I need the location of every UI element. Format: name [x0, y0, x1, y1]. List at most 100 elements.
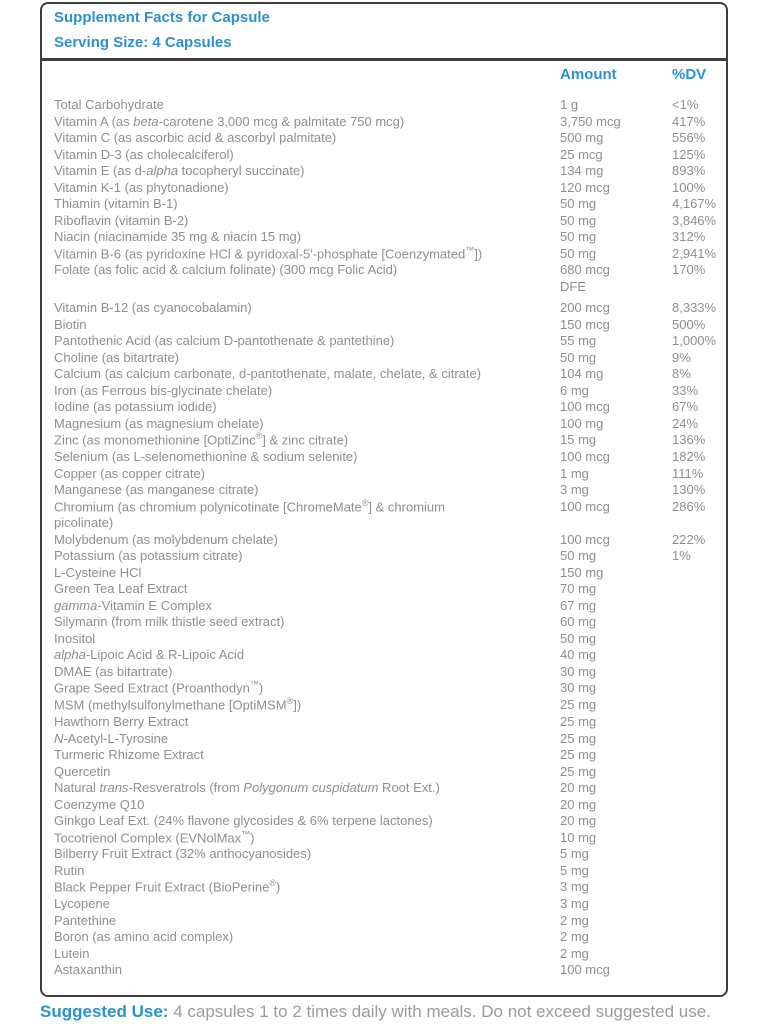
table-row: Vitamin B-6 (as pyridoxine HCl & pyridox… [42, 244, 726, 263]
nutrient-amount: 70 mg [560, 581, 597, 597]
nutrient-amount: 50 mg [560, 349, 597, 365]
nutrient-dv: 125% [672, 146, 706, 162]
nutrient-dv [672, 879, 718, 896]
nutrient-name: Ginkgo Leaf Ext. (24% flavone glycosides… [54, 813, 433, 829]
nutrient-amount: 3,750 mcg [560, 113, 621, 129]
table-row: Manganese (as manganese citrate) 3 mg 130% [42, 482, 726, 499]
table-row: alpha-Lipoic Acid & R-Lipoic Acid 40 mg [42, 647, 726, 664]
nutrient-name: Manganese (as manganese citrate) [54, 482, 259, 498]
table-row: Green Tea Leaf Extract 70 mg [42, 581, 726, 598]
nutrient-name: Lycopene [54, 896, 110, 912]
nutrient-dv: 4,167% [672, 196, 717, 211]
nutrient-dv [672, 664, 718, 681]
nutrient-amount: 20 mg [560, 796, 597, 812]
nutrient-amount: 3 mg [560, 879, 589, 895]
nutrient-amount: 25 mg [560, 747, 597, 763]
nutrient-amount: 200 mcg [560, 300, 610, 316]
nutrient-amount: 50 mg [560, 630, 597, 646]
nutrient-amount: 5 mg [560, 846, 589, 862]
nutrient-dv [672, 896, 718, 913]
facts-header: Supplement Facts for Capsule Serving Siz… [42, 4, 726, 58]
table-row: Vitamin B-12 (as cyanocobalamin) 200 mcg 8… [42, 300, 726, 317]
table-header-row: Amount %DV [42, 66, 726, 84]
nutrient-name: Potassium (as potassium citrate) [54, 548, 243, 564]
nutrient-dv [672, 780, 718, 797]
nutrient-amount: 120 mcg [560, 179, 610, 195]
table-row: Pantethine 2 mg [42, 913, 726, 930]
table-row: Hawthorn Berry Extract 25 mg [42, 714, 726, 731]
nutrient-name: Riboflavin (vitamin B-2) [54, 212, 189, 228]
nutrient-name: Turmeric Rhizome Extract [54, 747, 204, 763]
serving-size: Serving Size: 4 Capsules [54, 34, 232, 51]
nutrient-name: Thiamin (vitamin B-1) [54, 196, 178, 211]
nutrient-amount: 100 mcg [560, 962, 610, 978]
nutrient-dv [672, 697, 718, 714]
nutrient-name: Vitamin A (as beta-carotene 3,000 mcg & … [54, 113, 405, 129]
nutrient-amount: 20 mg [560, 780, 597, 796]
nutrient-name: Vitamin C (as ascorbic acid & ascorbyl p… [54, 130, 337, 145]
nutrient-amount: 67 mg [560, 597, 597, 613]
nutrient-name: Vitamin D-3 (as cholecalciferol) [54, 146, 234, 162]
nutrient-amount: 50 mg [560, 245, 597, 261]
nutrient-amount: 2 mg [560, 912, 589, 928]
table-row: L-Cysteine HCl 150 mg [42, 565, 726, 582]
nutrient-dv: 136% [672, 432, 706, 448]
nutrient-dv: 1,000% [672, 333, 717, 349]
table-row: Turmeric Rhizome Extract 25 mg [42, 747, 726, 764]
nutrient-dv [672, 614, 718, 631]
table-row: Coenzyme Q10 20 mg [42, 797, 726, 814]
nutrient-dv [672, 946, 718, 963]
table-row: Inositol 50 mg [42, 631, 726, 648]
table-row: Copper (as copper citrate) 1 mg 111% [42, 466, 726, 483]
suggested-use-text: 4 capsules 1 to 2 times daily with meals… [173, 1001, 711, 1021]
nutrient-dv [672, 830, 718, 847]
table-row: Vitamin A (as beta-carotene 3,000 mcg & … [42, 114, 726, 131]
nutrient-name: Vitamin B-6 (as pyridoxine HCl & pyridox… [54, 244, 483, 261]
nutrient-name: Vitamin E (as d-alpha tocopheryl succina… [54, 163, 305, 178]
table-row: Riboflavin (vitamin B-2) 50 mg 3,846% [42, 213, 726, 230]
table-row: Grape Seed Extract (Proanthodyn™) 30 mg [42, 680, 726, 697]
nutrient-dv [672, 680, 718, 697]
nutrient-amount: 60 mg [560, 614, 597, 630]
nutrient-amount: 30 mg [560, 663, 597, 679]
nutrient-dv [672, 929, 718, 946]
nutrient-name: Choline (as bitartrate) [54, 349, 179, 365]
nutrient-dv [672, 863, 718, 880]
nutrient-name: Calcium (as calcium carbonate, d-pantoth… [54, 366, 482, 382]
nutrient-amount: 50 mg [560, 229, 597, 244]
nutrient-dv: 312% [672, 229, 706, 244]
nutrient-name: Magnesium (as magnesium chelate) [54, 415, 264, 431]
column-spacer [54, 66, 560, 84]
nutrient-dv: 286% [672, 498, 706, 514]
nutrient-amount: 20 mg [560, 813, 597, 829]
nutrient-name: Boron (as amino acid complex) [54, 929, 234, 945]
nutrient-name: Zinc (as monomethionine [OptiZinc®] & zi… [54, 431, 349, 448]
nutrient-dv [672, 581, 718, 598]
table-row: Niacin (niacinamide 35 mg & niacin 15 mg… [42, 229, 726, 246]
nutrient-name: N-Acetyl-L-Tyrosine [54, 730, 169, 746]
nutrient-name: Silymarin (from milk thistle seed extrac… [54, 614, 285, 630]
table-row: Folate (as folic acid & calcium folinate… [42, 262, 726, 295]
nutrient-dv [672, 747, 718, 764]
nutrient-dv [672, 846, 718, 863]
nutrient-amount: 3 mg [560, 896, 589, 912]
table-row: Iodine (as potassium iodide) 100 mcg 67% [42, 399, 726, 416]
table-row: Total Carbohydrate 1 g <1% [42, 97, 726, 114]
table-row: N-Acetyl-L-Tyrosine 25 mg [42, 731, 726, 748]
suggested-use-label: Suggested Use: [40, 1001, 169, 1021]
nutrient-name: Pantethine [54, 912, 117, 928]
nutrient-name: alpha-Lipoic Acid & R-Lipoic Acid [54, 647, 245, 663]
nutrient-dv: 9% [672, 349, 691, 365]
nutrient-amount: 500 mg [560, 130, 604, 145]
nutrient-dv: 8,333% [672, 300, 717, 316]
table-row: Bilberry Fruit Extract (32% anthocyanosi… [42, 846, 726, 863]
suggested-use: Suggested Use: 4 capsules 1 to 2 times d… [40, 1002, 767, 1022]
nutrient-dv: 67% [672, 399, 699, 415]
nutrient-dv: 1% [672, 548, 691, 564]
nutrient-name: MSM (methylsulfonylmethane [OptiMSM®]) [54, 696, 302, 713]
table-row: Molybdenum (as molybdenum chelate) 100 mc… [42, 532, 726, 549]
nutrient-name: Rutin [54, 862, 85, 878]
nutrient-name: Grape Seed Extract (Proanthodyn™) [54, 679, 264, 696]
table-body: Total Carbohydrate 1 g <1% Vitamin A (as be… [42, 97, 726, 979]
